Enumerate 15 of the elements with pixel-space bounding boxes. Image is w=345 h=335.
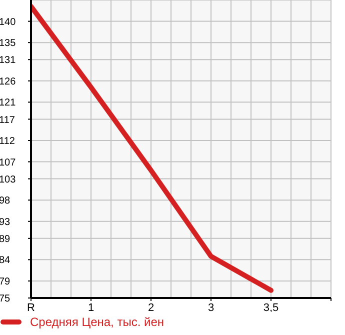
x-tick-label: 1 <box>88 302 94 314</box>
y-tick-label: 107 <box>0 157 16 168</box>
y-tick-label: 131 <box>0 55 16 66</box>
y-tick-label: 117 <box>0 114 16 126</box>
y-tick-label: 103 <box>0 174 16 186</box>
y-tick-label: 135 <box>0 38 16 50</box>
y-tick-label: 121 <box>0 98 16 109</box>
x-tick-label: 3,5 <box>263 302 279 314</box>
y-tick-label: 126 <box>0 76 16 88</box>
legend-label: Средняя Цена, тыс. йен <box>30 315 164 329</box>
x-tick-label: R <box>27 302 36 314</box>
x-tick-label: 2 <box>148 302 154 314</box>
x-tick-label: 3 <box>208 302 214 314</box>
y-tick-label: 140 <box>0 16 16 28</box>
y-tick-label: 112 <box>0 136 16 148</box>
